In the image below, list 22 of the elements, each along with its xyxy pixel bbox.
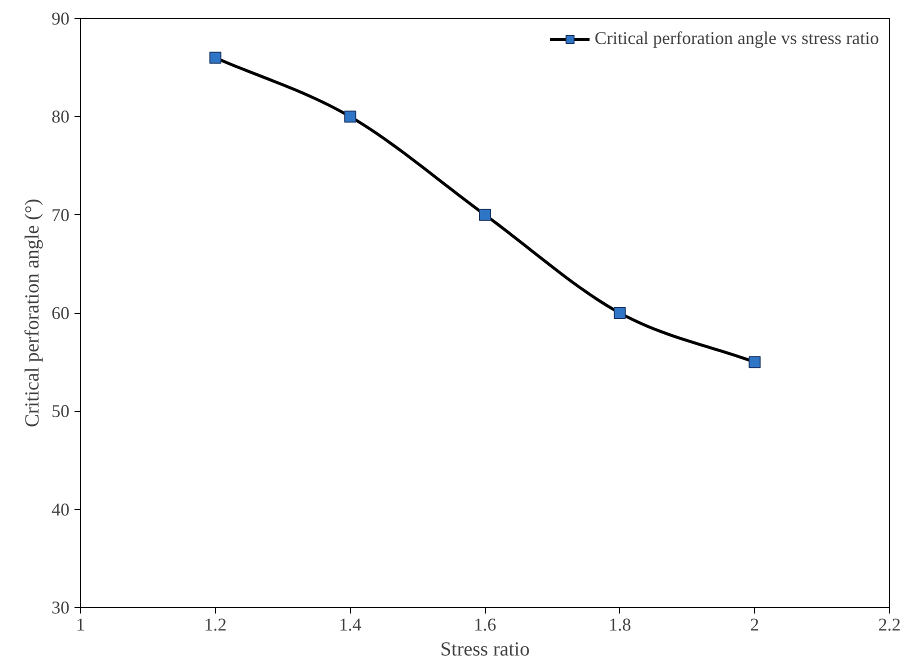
y-tick-label: 50 (52, 401, 70, 422)
x-tick-label: 1.4 (338, 614, 362, 634)
point (344, 110, 356, 123)
x-tick-label: 1.6 (474, 614, 496, 634)
y-tick-label: 70 (52, 204, 70, 225)
x-axis-title: Stress ratio (440, 638, 530, 660)
x-tick-label: 1.2 (204, 614, 227, 634)
y-tick-label: 30 (52, 598, 70, 618)
x-tick-label: 2 (750, 614, 760, 634)
y-tick-label: 40 (52, 499, 70, 520)
y-tick-label: 90 (52, 8, 70, 28)
point (209, 52, 222, 64)
x-tick-label: 1.8 (608, 614, 632, 634)
point (479, 208, 491, 221)
point (614, 307, 626, 319)
y-tick-label: 80 (52, 106, 70, 127)
x-tick-label: 2.2 (878, 614, 901, 634)
y-axis-title: Critical perforation angle (°) (22, 198, 44, 428)
x-tick-label: 1 (76, 614, 85, 634)
y-tick-label: 60 (52, 303, 70, 323)
point (748, 356, 761, 368)
legend-label: Critical perforation angle vs stress ratio (594, 28, 879, 49)
